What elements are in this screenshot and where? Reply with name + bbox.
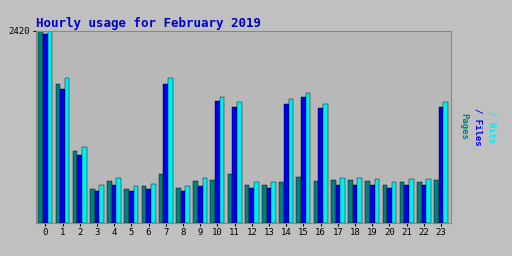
Bar xyxy=(296,177,301,223)
Bar xyxy=(409,179,414,223)
Bar xyxy=(90,189,95,223)
Bar xyxy=(443,102,448,223)
Bar xyxy=(279,182,284,223)
Bar xyxy=(116,178,121,223)
Bar xyxy=(43,34,48,223)
Bar xyxy=(323,104,328,223)
Bar xyxy=(210,180,215,223)
Bar xyxy=(439,107,443,223)
Bar xyxy=(426,179,431,223)
Bar xyxy=(107,182,112,223)
Bar xyxy=(387,188,392,223)
Bar xyxy=(306,93,310,223)
Bar xyxy=(375,179,379,223)
Bar xyxy=(340,178,345,223)
Bar xyxy=(434,180,439,223)
Bar xyxy=(314,181,318,223)
Bar xyxy=(400,182,404,223)
Bar xyxy=(55,84,60,223)
Bar xyxy=(392,182,396,223)
Bar xyxy=(331,180,335,223)
Bar xyxy=(370,185,375,223)
Bar xyxy=(82,147,87,223)
Text: / Files: / Files xyxy=(474,108,482,145)
Bar xyxy=(271,182,276,223)
Bar xyxy=(404,185,409,223)
Bar xyxy=(348,180,353,223)
Bar xyxy=(301,97,306,223)
Bar xyxy=(142,186,146,223)
Bar xyxy=(129,191,134,223)
Bar xyxy=(357,178,362,223)
Bar xyxy=(284,104,289,223)
Bar xyxy=(60,89,65,223)
Bar xyxy=(203,178,207,223)
Bar xyxy=(220,97,224,223)
Bar xyxy=(421,185,426,223)
Bar xyxy=(249,188,254,223)
Text: / Hits: / Hits xyxy=(488,111,497,143)
Bar xyxy=(48,31,52,223)
Bar xyxy=(38,31,43,223)
Bar xyxy=(99,185,104,223)
Bar xyxy=(262,185,267,223)
Bar xyxy=(267,188,271,223)
Bar xyxy=(353,185,357,223)
Bar xyxy=(151,184,156,223)
Bar xyxy=(289,99,293,223)
Bar xyxy=(95,191,99,223)
Text: Hourly usage for February 2019: Hourly usage for February 2019 xyxy=(36,17,261,29)
Bar xyxy=(73,151,77,223)
Bar xyxy=(176,188,181,223)
Bar xyxy=(215,101,220,223)
Bar xyxy=(112,185,116,223)
Bar xyxy=(159,174,163,223)
Bar xyxy=(168,78,173,223)
Bar xyxy=(65,78,70,223)
Bar xyxy=(382,185,387,223)
Bar xyxy=(232,107,237,223)
Bar xyxy=(335,185,340,223)
Bar xyxy=(365,181,370,223)
Bar xyxy=(124,189,129,223)
Bar xyxy=(228,174,232,223)
Text: Pages: Pages xyxy=(459,113,468,140)
Bar xyxy=(198,186,203,223)
Bar xyxy=(185,186,190,223)
Bar xyxy=(193,182,198,223)
Bar xyxy=(134,186,138,223)
Bar xyxy=(146,189,151,223)
Bar xyxy=(163,84,168,223)
Bar xyxy=(254,182,259,223)
Bar xyxy=(77,155,82,223)
Bar xyxy=(245,185,249,223)
Bar xyxy=(417,182,421,223)
Bar xyxy=(318,109,323,223)
Bar xyxy=(181,191,185,223)
Bar xyxy=(237,102,242,223)
